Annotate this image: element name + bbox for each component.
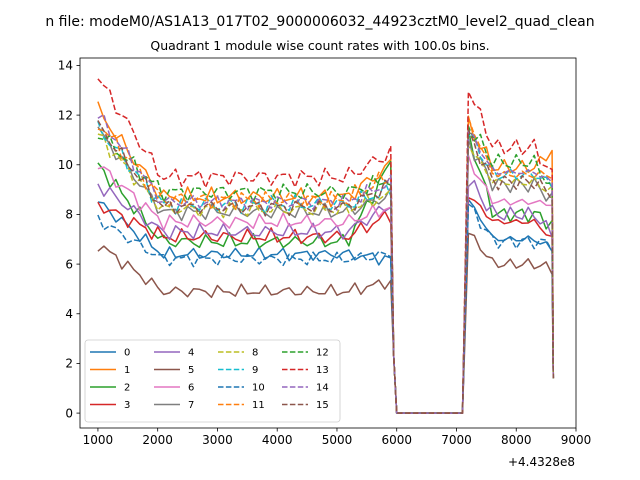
x-tick-label-9000: 9000 <box>561 433 592 447</box>
legend-label-6: 6 <box>188 383 194 394</box>
series-line-12 <box>97 125 555 414</box>
legend-label-12: 12 <box>316 348 329 359</box>
legend-label-9: 9 <box>252 365 258 376</box>
x-tick-label-4000: 4000 <box>262 433 293 447</box>
legend-label-0: 0 <box>124 348 130 359</box>
legend-label-15: 15 <box>316 400 329 411</box>
y-tick-label-12: 12 <box>58 108 73 122</box>
series-line-14 <box>97 113 555 414</box>
series-line-11 <box>97 116 555 414</box>
y-tick-label-6: 6 <box>65 257 73 271</box>
legend-label-13: 13 <box>316 365 329 376</box>
legend-label-10: 10 <box>252 383 265 394</box>
legend-label-14: 14 <box>316 383 329 394</box>
y-tick-label-10: 10 <box>58 158 73 172</box>
x-tick-label-6000: 6000 <box>381 433 412 447</box>
x-offset-label: +4.4328e8 <box>508 455 575 469</box>
series-line-5 <box>97 232 555 414</box>
series-line-7 <box>97 126 555 414</box>
x-tick-label-8000: 8000 <box>501 433 532 447</box>
y-tick-label-2: 2 <box>65 357 73 371</box>
x-tick-label-7000: 7000 <box>441 433 472 447</box>
x-tick-label-2000: 2000 <box>142 433 173 447</box>
legend-label-8: 8 <box>252 348 258 359</box>
legend-label-4: 4 <box>188 348 194 359</box>
plot-area: 1000 2000 3000 4000 5000 6000 7000 8000 9000 0 2 4 6… <box>58 57 592 447</box>
legend-label-5: 5 <box>188 365 194 376</box>
x-tick-label-1000: 1000 <box>83 433 114 447</box>
legend-label-7: 7 <box>188 400 194 411</box>
legend-box <box>84 339 341 423</box>
y-tick-label-8: 8 <box>65 208 73 222</box>
legend-label-1: 1 <box>124 365 130 376</box>
series-line-1 <box>97 101 555 414</box>
chart-title: Quadrant 1 module wise count rates with … <box>150 38 489 53</box>
legend-label-2: 2 <box>124 383 130 394</box>
figure-suptitle: n file: modeM0/AS1A13_017T02_9000006032_… <box>45 14 594 30</box>
axes-frame <box>79 57 577 429</box>
series-line-3 <box>97 196 555 414</box>
legend-label-3: 3 <box>124 400 130 411</box>
series-line-4 <box>97 179 555 414</box>
y-tick-label-0: 0 <box>65 406 73 420</box>
series-line-0 <box>97 198 555 414</box>
series-line-6 <box>97 154 555 414</box>
series-line-13 <box>97 78 555 414</box>
x-tick-label-3000: 3000 <box>202 433 233 447</box>
x-tick-label-5000: 5000 <box>322 433 353 447</box>
legend-label-11: 11 <box>252 400 265 411</box>
series-line-15 <box>97 120 555 414</box>
y-tick-label-14: 14 <box>58 59 73 73</box>
series-line-10 <box>97 203 555 414</box>
y-tick-label-4: 4 <box>65 307 73 321</box>
